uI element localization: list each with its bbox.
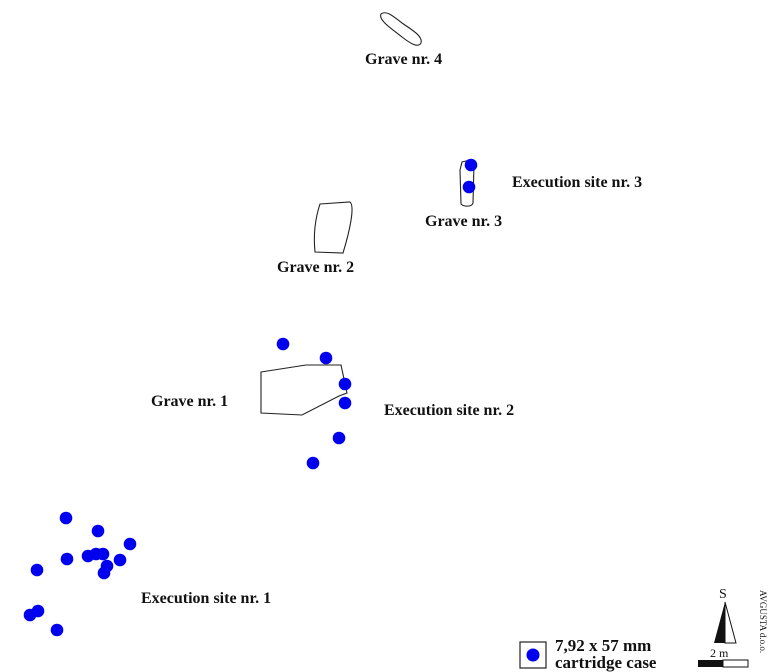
grave-1-label: Grave nr. 1 [151,393,228,410]
cartridge-case-marker [91,524,105,538]
cartridge-case-marker [462,180,476,194]
cartridge-case-marker [464,158,478,172]
execution-site-2-label: Execution site nr. 2 [384,402,514,419]
execution-site-3-label: Execution site nr. 3 [512,174,642,191]
cartridge-case-marker [97,566,111,580]
north-arrow: S [714,587,737,644]
execution-site-1-label: Execution site nr. 1 [141,590,271,607]
legend-cartridge-symbol [526,648,540,662]
scale-bar-label: 2 m [710,646,729,660]
legend: 7,92 x 57 mm cartridge case [519,636,657,672]
scale-bar: 2 m [698,646,749,668]
north-arrow-letter: S [719,587,727,602]
north-arrow-shape [714,602,725,643]
north-arrow-outline [724,601,737,644]
cartridge-case-marker [306,456,320,470]
cartridge-case-marker [59,511,73,525]
cartridge-case-marker [338,396,352,410]
cartridge-case-marker [60,552,74,566]
cartridge-case-marker [332,431,346,445]
grave-2-label: Grave nr. 2 [277,259,354,276]
cartridge-case-marker [319,351,333,365]
scale-bar-white [722,659,749,668]
legend-line-1: 7,92 x 57 mm [555,636,651,655]
grave-3-label: Grave nr. 3 [425,213,502,230]
cartridge-case-marker [96,547,110,561]
cartridge-case-marker [123,537,137,551]
cartridge-case-marker [50,623,64,637]
cartridge-case-marker [23,608,37,622]
cartridge-case-marker [338,377,352,391]
cartridge-markers [23,158,478,637]
grave-2-outline [313,201,353,254]
grave-1-outline [260,364,348,416]
cartridge-case-marker [30,563,44,577]
cartridge-case-marker [276,337,290,351]
scale-bar-black [698,660,723,667]
grave-4-label: Grave nr. 4 [365,51,442,68]
credit-text: AVGUSTA d.o.o. [758,590,768,653]
grave-4-outline [380,12,422,46]
legend-line-2: cartridge case [555,653,657,672]
cartridge-case-marker [113,553,127,567]
